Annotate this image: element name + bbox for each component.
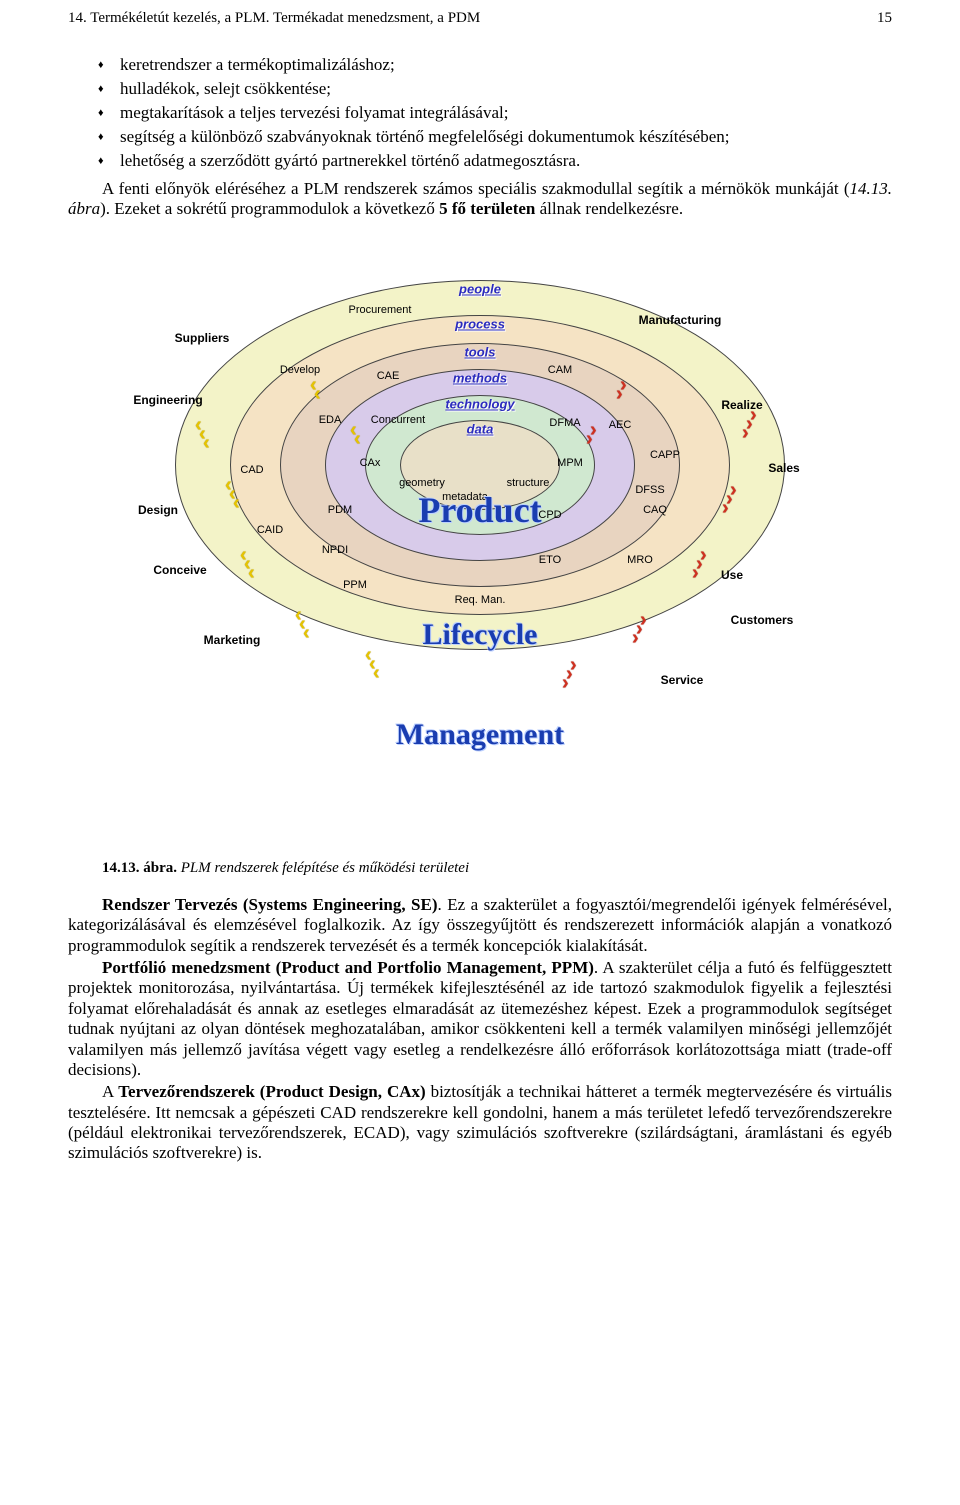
chevron-icon: › xyxy=(562,678,567,689)
chevron-icon: › xyxy=(742,428,747,439)
para-text: állnak rendelkezésre. xyxy=(535,199,683,218)
bullet-list: keretrendszer a termékoptimalizáláshoz; h… xyxy=(68,55,892,171)
layer-header: tools xyxy=(464,344,495,359)
diagram-label: CAID xyxy=(257,524,283,536)
chevron-icon: ‹ xyxy=(354,434,359,445)
diagram-label: CAD xyxy=(240,464,263,476)
diagram-label: CAPP xyxy=(650,449,680,461)
figure-caption: 14.13. ábra. PLM rendszerek felépítése é… xyxy=(102,860,892,877)
term-bold: Portfólió menedzsment (Product and Portf… xyxy=(102,958,594,977)
chevron-icon: ‹ xyxy=(203,438,208,449)
diagram-title-management: Management xyxy=(396,718,564,752)
diagram-label: Concurrent xyxy=(371,414,425,426)
diagram-label: DFMA xyxy=(549,417,580,429)
para-cax: A Tervezőrendszerek (Product Design, CAx… xyxy=(68,1082,892,1164)
emphasis: 5 fő területen xyxy=(439,199,535,218)
diagram-label: Req. Man. xyxy=(455,594,506,606)
diagram-label: structure xyxy=(507,477,550,489)
diagram-label: AEC xyxy=(609,419,632,431)
para-ppm: Portfólió menedzsment (Product and Portf… xyxy=(68,958,892,1080)
diagram-label: Conceive xyxy=(153,563,206,577)
diagram-label: MPM xyxy=(557,457,583,469)
diagram-label: PDM xyxy=(328,504,352,516)
header-title: 14. Termékéletút kezelés, a PLM. Terméka… xyxy=(68,10,480,27)
chevron-icon: ‹ xyxy=(373,668,378,679)
bullet-item: hulladékok, selejt csökkentése; xyxy=(68,79,892,99)
diagram-label: Marketing xyxy=(204,633,261,647)
caption-text: PLM rendszerek felépítése és működési te… xyxy=(181,860,469,876)
para-text: A fenti előnyök eléréséhez a PLM rendsze… xyxy=(102,179,850,198)
diagram-title-product: Product xyxy=(418,489,541,531)
page-header: 14. Termékéletút kezelés, a PLM. Terméka… xyxy=(68,10,892,27)
chevron-icon: ‹ xyxy=(314,389,319,400)
diagram-label: Procurement xyxy=(349,304,412,316)
bullet-item: keretrendszer a termékoptimalizáláshoz; xyxy=(68,55,892,75)
layer-header: data xyxy=(467,421,494,436)
diagram-label: Use xyxy=(721,568,743,582)
term-bold: Rendszer Tervezés (Systems Engineering, … xyxy=(102,895,438,914)
diagram-label: Design xyxy=(138,503,178,517)
diagram-label: geometry xyxy=(399,477,445,489)
chevron-icon: › xyxy=(722,503,727,514)
para-intro: A fenti előnyök eléréséhez a PLM rendsze… xyxy=(68,179,892,220)
term-bold: Tervezőrendszerek (Product Design, CAx) xyxy=(118,1082,425,1101)
diagram-label: PPM xyxy=(343,579,367,591)
para-se: Rendszer Tervezés (Systems Engineering, … xyxy=(68,895,892,956)
diagram-label: MRO xyxy=(627,554,653,566)
layer-header: technology xyxy=(445,396,514,411)
chevron-icon: ‹ xyxy=(233,498,238,509)
diagram-label: CAE xyxy=(377,370,400,382)
diagram-label: Service xyxy=(661,673,704,687)
bullet-item: lehetőség a szerződött gyártó partnerekk… xyxy=(68,151,892,171)
layer-header: process xyxy=(455,316,505,331)
para-text: ). Ezeket a sokrétű programmodulok a köv… xyxy=(100,199,439,218)
layer-header: methods xyxy=(453,370,507,385)
diagram-label: Engineering xyxy=(133,393,202,407)
chevron-icon: › xyxy=(692,568,697,579)
page-number: 15 xyxy=(877,10,892,27)
page: 14. Termékéletút kezelés, a PLM. Terméka… xyxy=(0,0,960,1206)
diagram-label: Manufacturing xyxy=(639,313,722,327)
diagram-label: Suppliers xyxy=(175,331,230,345)
chevron-icon: › xyxy=(632,633,637,644)
diagram-label: Customers xyxy=(731,613,794,627)
layer-header: people xyxy=(459,281,501,296)
para-text: A xyxy=(102,1082,118,1101)
diagram-label: ETO xyxy=(539,554,561,566)
diagram-label: DFSS xyxy=(635,484,664,496)
bullet-item: megtakarítások a teljes tervezési folyam… xyxy=(68,103,892,123)
diagram-label: CAx xyxy=(360,457,381,469)
diagram-label: EDA xyxy=(319,414,342,426)
caption-number: 14.13. ábra. xyxy=(102,860,177,876)
diagram-title-lifecycle: Lifecycle xyxy=(423,618,538,652)
diagram-label: NPDI xyxy=(322,544,348,556)
diagram-label: CAM xyxy=(548,364,572,376)
diagram-label: CAQ xyxy=(643,504,667,516)
plm-diagram: people process tools methods technology data S… xyxy=(110,250,850,830)
chevron-icon: ‹ xyxy=(303,628,308,639)
bullet-item: segítség a különböző szabványoknak törté… xyxy=(68,127,892,147)
figure: people process tools methods technology data S… xyxy=(68,250,892,830)
diagram-label: CPD xyxy=(538,509,561,521)
chevron-icon: › xyxy=(586,434,591,445)
diagram-label: Realize xyxy=(721,398,762,412)
chevron-icon: › xyxy=(616,389,621,400)
chevron-icon: ‹ xyxy=(248,568,253,579)
diagram-label: Sales xyxy=(768,461,799,475)
